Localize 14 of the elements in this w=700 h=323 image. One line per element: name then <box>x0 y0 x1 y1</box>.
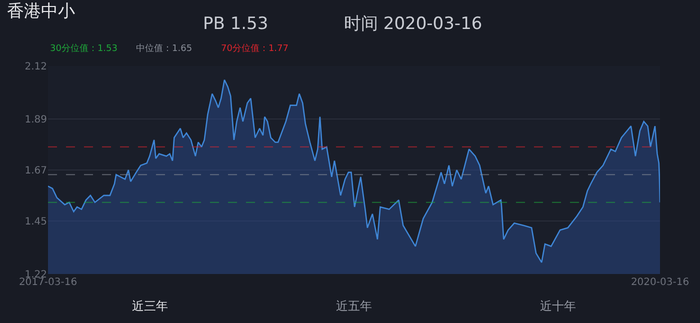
text: PB 1.53 <box>203 14 268 34</box>
chart-title: 香港中小 <box>7 2 75 22</box>
ref-line-label: 30分位值：1.53 <box>50 43 118 54</box>
y-tick-label: 1.67 <box>24 166 47 176</box>
ref-line-label: 70分位值：1.77 <box>221 43 288 54</box>
text: 时间 2020-03-16 <box>344 14 482 34</box>
y-tick-label: 1.89 <box>24 114 47 126</box>
y-tick-label: 1.45 <box>24 216 47 228</box>
text: 近五年 <box>336 299 372 313</box>
x-tick-label: 2020-03-16 <box>630 277 690 288</box>
text: 近十年 <box>540 299 576 313</box>
text: 近三年 <box>132 299 168 313</box>
ref-line-label: 中位值：1.65 <box>136 43 192 54</box>
y-tick-label: 2.12 <box>24 62 47 72</box>
